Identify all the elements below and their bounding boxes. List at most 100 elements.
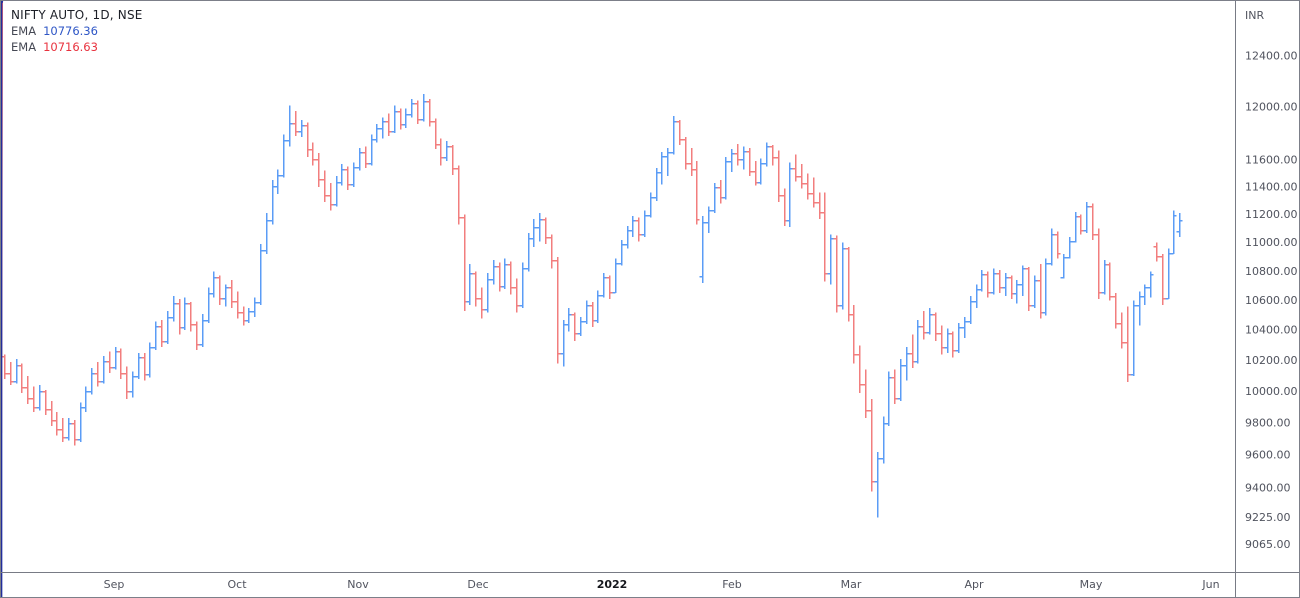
ohlc-bar [234,291,241,319]
ohlc-bar [554,257,561,364]
indicator-label: EMA [11,24,37,38]
ohlc-bar [1066,237,1073,259]
indicator-row-ema-fast[interactable]: EMA 10776.36 [11,24,143,39]
ohlc-bar [1159,254,1166,305]
ohlc-bar [408,99,415,118]
ohlc-bar [903,346,910,381]
ohlc-bar [292,110,299,136]
ohlc-bar [1048,228,1055,266]
time-axis-label-dec: Dec [467,578,488,591]
ohlc-bar [1031,275,1038,308]
ohlc-bar [437,138,444,166]
price-axis-label: 9400.00 [1245,481,1291,494]
price-axis-label: 12400.00 [1245,49,1298,62]
ohlc-bar [222,284,229,307]
symbol-legend: NIFTY AUTO, 1D, NSE EMA 10776.36 EMA 10716… [11,8,143,55]
price-axis-label: 9800.00 [1245,416,1291,429]
price-axis-label: 11400.00 [1245,181,1298,194]
time-axis-label-feb: Feb [722,578,741,591]
ohlc-bar [176,299,183,335]
time-axis-label-nov: Nov [347,578,369,591]
indicator-row-ema-slow[interactable]: EMA 10716.63 [11,40,143,55]
ohlc-bar [600,272,607,298]
ohlc-bar [228,280,235,308]
ohlc-bar [129,371,136,398]
ohlc-bar [728,149,735,172]
ohlc-bar [181,297,188,331]
time-axis[interactable]: Sep Oct Nov Dec 2022 Feb Mar Apr May Jun [104,578,1220,591]
indicator-label: EMA [11,40,37,54]
ohlc-bar [18,363,25,393]
ohlc-bar [65,418,72,441]
ohlc-bar [385,113,392,136]
ohlc-bar [507,261,514,295]
price-axis[interactable]: INR 12400.00 12000.00 11600.00 11400.00 11200… [1245,9,1298,551]
ohlc-bar [816,192,823,219]
ohlc-bar [1089,203,1096,240]
symbol-title[interactable]: NIFTY AUTO, 1D, NSE [11,8,143,22]
ohlc-bar [1037,264,1044,319]
ohlc-bar [94,362,101,387]
price-axis-label: 9225.00 [1245,511,1291,524]
ohlc-bar [1042,258,1049,316]
ohlc-bar [996,269,1003,294]
ohlc-bar [658,151,665,185]
ohlc-bar [106,351,113,373]
ohlc-bar [734,143,741,166]
ohlc-bar [449,145,456,175]
ohlc-bar [338,163,345,186]
ohlc-bar [1118,312,1125,349]
ohlc-bar [466,264,473,305]
ohlc-bar [618,239,625,266]
ohlc-bar [682,137,689,170]
ohlc-bar [286,105,293,147]
ohlc-bar [1002,272,1009,297]
ohlc-bar [909,334,916,369]
ohlc-bar [42,389,49,415]
price-axis-label: 9065.00 [1245,538,1291,551]
ohlc-bar [612,258,619,294]
ohlc-bar [135,352,142,379]
ohlc-bar [472,271,479,307]
time-axis-label-apr: Apr [964,578,984,591]
ohlc-bar [583,300,590,325]
ohlc-bar [484,272,491,313]
ohlc-bar [932,312,939,341]
ohlc-bar [327,182,334,211]
ohlc-bar [478,287,485,319]
ohlc-bar [897,359,904,401]
ohlc-bar [641,210,648,238]
ohlc-bar [53,411,60,436]
ohlc-bar [461,214,468,311]
ohlc-bar [990,268,997,295]
ohlc-bar [257,244,264,305]
ema-fast-line[interactable] [1,2,2,597]
ohlc-bar [304,122,311,158]
ohlc-bar [82,386,89,412]
ohlc-bar [874,451,881,518]
ohlc-bar [7,362,14,386]
ohlc-bars-series [1,94,1183,518]
ohlc-bar [321,170,328,203]
price-axis-label: 12000.00 [1245,101,1298,114]
ohlc-bar [123,366,130,400]
ohlc-bar [315,153,322,187]
ohlc-bar [1165,248,1172,300]
ohlc-bar [833,235,840,313]
ohlc-bar [565,307,572,332]
ohlc-bar [769,145,776,166]
ohlc-bar [542,217,549,245]
ohlc-bar [48,400,55,427]
ohlc-bar [810,177,817,208]
ohlc-bar [1147,271,1154,298]
ohlc-bar [71,419,78,446]
ohlc-bar [868,399,875,492]
ohlc-bar [594,290,601,323]
ohlc-bar [1019,265,1026,297]
ohlc-bar [373,124,380,143]
ohlc-bar [1083,202,1090,233]
ohlc-bar [1153,242,1160,262]
ohlc-bar [798,163,805,189]
price-axis-label: 11200.00 [1245,208,1298,221]
